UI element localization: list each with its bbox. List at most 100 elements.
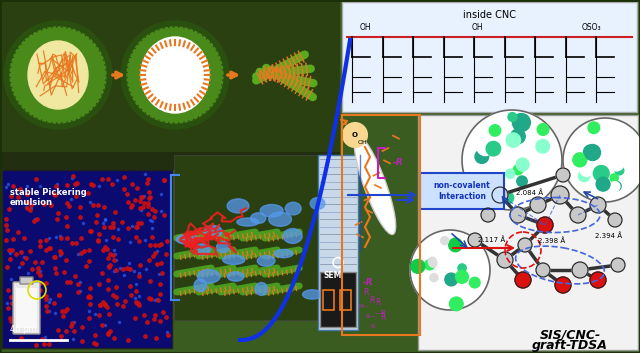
Point — [102, 246, 112, 252]
Point — [108, 221, 118, 226]
Point — [15, 186, 25, 192]
Point — [143, 211, 153, 216]
Point — [77, 324, 87, 330]
Point — [37, 336, 47, 342]
Point — [124, 199, 134, 205]
Point — [147, 234, 157, 240]
Point — [151, 335, 161, 341]
Circle shape — [127, 27, 223, 123]
Point — [108, 252, 118, 258]
Point — [4, 247, 15, 252]
Point — [74, 288, 84, 294]
Circle shape — [462, 110, 562, 210]
Point — [8, 323, 19, 329]
Ellipse shape — [310, 198, 325, 209]
Point — [94, 281, 104, 287]
Point — [150, 312, 160, 318]
Point — [26, 311, 36, 316]
Point — [5, 316, 15, 321]
Point — [58, 313, 68, 318]
Point — [54, 248, 65, 254]
Point — [99, 204, 109, 210]
Point — [144, 295, 154, 301]
FancyBboxPatch shape — [13, 282, 40, 334]
Point — [33, 269, 43, 275]
Circle shape — [449, 297, 463, 311]
Ellipse shape — [204, 226, 222, 237]
Point — [101, 237, 111, 243]
Point — [131, 299, 141, 305]
Point — [17, 261, 27, 266]
Point — [156, 260, 166, 266]
Point — [110, 209, 120, 215]
Point — [39, 201, 49, 207]
Point — [88, 182, 99, 187]
Circle shape — [580, 162, 594, 176]
Point — [104, 252, 115, 257]
Point — [125, 266, 136, 272]
Point — [92, 213, 102, 218]
Point — [95, 302, 105, 308]
Point — [131, 300, 141, 306]
Point — [143, 201, 153, 206]
Point — [111, 257, 122, 263]
Point — [103, 330, 113, 336]
Text: 2.394 Å: 2.394 Å — [595, 232, 622, 239]
Point — [157, 309, 168, 315]
Point — [26, 205, 36, 211]
Point — [156, 291, 166, 297]
Point — [45, 297, 55, 302]
Point — [55, 252, 65, 257]
Point — [156, 192, 166, 197]
Point — [136, 207, 147, 213]
Point — [147, 225, 157, 231]
Text: R: R — [375, 298, 380, 307]
Point — [51, 234, 61, 240]
FancyBboxPatch shape — [418, 115, 638, 350]
Point — [70, 273, 81, 279]
Ellipse shape — [216, 242, 230, 252]
FancyBboxPatch shape — [342, 2, 637, 112]
Point — [84, 315, 95, 321]
Point — [143, 190, 154, 195]
Point — [50, 265, 60, 271]
Circle shape — [486, 142, 500, 156]
Point — [84, 247, 95, 252]
Point — [10, 281, 20, 286]
Point — [24, 208, 35, 213]
Point — [85, 301, 95, 307]
Point — [133, 221, 143, 226]
Circle shape — [449, 238, 462, 252]
Circle shape — [555, 277, 571, 293]
Point — [93, 183, 104, 189]
Point — [109, 257, 119, 262]
Point — [157, 270, 168, 276]
Point — [105, 329, 115, 334]
Point — [33, 313, 43, 319]
Point — [84, 259, 94, 264]
Text: 2.398 Å: 2.398 Å — [538, 237, 565, 244]
Ellipse shape — [227, 272, 244, 281]
Point — [99, 220, 109, 225]
Point — [111, 177, 122, 183]
Circle shape — [475, 150, 489, 163]
Ellipse shape — [28, 41, 88, 109]
Point — [155, 318, 165, 324]
Point — [118, 303, 129, 309]
Point — [154, 243, 164, 248]
Circle shape — [429, 259, 437, 267]
Point — [111, 267, 121, 273]
Point — [1, 237, 11, 243]
Circle shape — [424, 259, 435, 270]
Point — [21, 277, 31, 283]
Point — [100, 217, 111, 223]
Point — [111, 294, 121, 300]
Point — [23, 270, 33, 275]
Point — [49, 192, 60, 197]
Circle shape — [343, 123, 367, 147]
Point — [24, 249, 35, 254]
Point — [25, 301, 35, 307]
Circle shape — [411, 259, 425, 273]
Point — [5, 256, 15, 261]
Point — [3, 287, 13, 292]
